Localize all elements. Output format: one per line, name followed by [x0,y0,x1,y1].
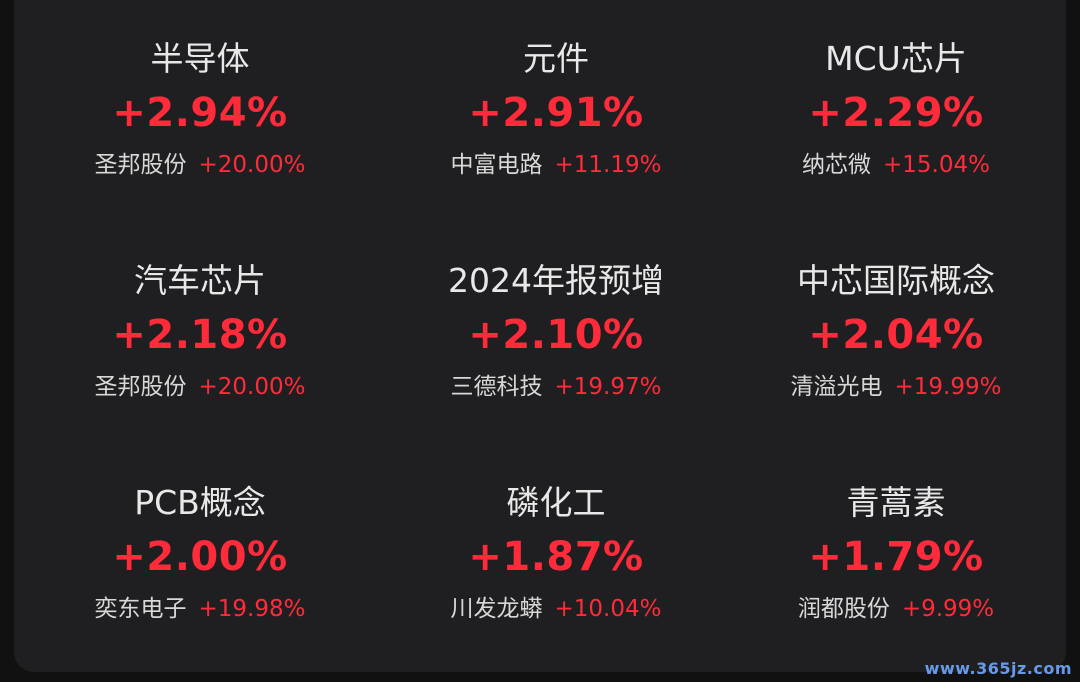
sector-change: +2.91% [468,90,644,136]
sector-change: +1.79% [808,534,984,580]
sector-name: 元件 [523,39,589,78]
lead-stock-change: +15.04% [883,152,990,178]
sector-change: +1.87% [468,534,644,580]
lead-stock: 纳芯微 +15.04% [802,150,990,180]
lead-stock-name: 圣邦股份 [94,152,187,178]
lead-stock: 润都股份 +9.99% [798,594,994,624]
sector-name: 青蒿素 [846,483,946,522]
sector-change: +2.00% [112,534,288,580]
lead-stock-change: +20.00% [198,152,306,178]
sector-card[interactable]: 汽车芯片 +2.18% 圣邦股份 +20.00% [14,222,386,444]
sector-name: 中芯国际概念 [797,261,995,300]
sector-change: +2.29% [808,90,984,136]
sector-change: +2.94% [112,90,288,136]
lead-stock: 圣邦股份 +20.00% [95,372,306,402]
sector-card[interactable]: 2024年报预增 +2.10% 三德科技 +19.97% [386,222,726,444]
lead-stock-change: +20.00% [198,374,306,400]
lead-stock-name: 圣邦股份 [94,374,187,400]
lead-stock-change: +19.98% [198,596,306,622]
lead-stock: 三德科技 +19.97% [451,372,662,402]
sector-name: 磷化工 [506,483,606,522]
sector-name: MCU芯片 [825,39,967,78]
lead-stock: 川发龙蟒 +10.04% [451,594,662,624]
sector-grid: 半导体 +2.94% 圣邦股份 +20.00% 元件 +2.91% 中富电路 +… [14,0,1066,672]
lead-stock-change: +19.99% [894,374,1002,400]
sector-card[interactable]: 半导体 +2.94% 圣邦股份 +20.00% [14,0,386,222]
lead-stock-change: +10.04% [554,596,662,622]
sector-change: +2.04% [808,312,984,358]
sector-card[interactable]: PCB概念 +2.00% 奕东电子 +19.98% [14,444,386,666]
lead-stock-name: 奕东电子 [94,596,187,622]
sector-card[interactable]: 磷化工 +1.87% 川发龙蟒 +10.04% [386,444,726,666]
sector-card[interactable]: 元件 +2.91% 中富电路 +11.19% [386,0,726,222]
sector-card[interactable]: 中芯国际概念 +2.04% 清溢光电 +19.99% [726,222,1066,444]
lead-stock-name: 润都股份 [797,596,890,622]
sector-panel: 半导体 +2.94% 圣邦股份 +20.00% 元件 +2.91% 中富电路 +… [14,0,1066,672]
lead-stock-name: 清溢光电 [790,374,883,400]
sector-card[interactable]: 青蒿素 +1.79% 润都股份 +9.99% [726,444,1066,666]
sector-name: 半导体 [150,39,250,78]
watermark: www.365jz.com [924,659,1072,678]
lead-stock-change: +19.97% [554,374,662,400]
lead-stock: 清溢光电 +19.99% [791,372,1002,402]
lead-stock: 圣邦股份 +20.00% [95,150,306,180]
sector-name: 汽车芯片 [134,261,266,300]
sector-card[interactable]: MCU芯片 +2.29% 纳芯微 +15.04% [726,0,1066,222]
lead-stock-name: 纳芯微 [802,152,871,178]
lead-stock: 中富电路 +11.19% [451,150,662,180]
lead-stock-name: 中富电路 [450,152,543,178]
sector-change: +2.18% [112,312,288,358]
sector-name: 2024年报预增 [448,261,664,300]
lead-stock-change: +11.19% [554,152,662,178]
lead-stock: 奕东电子 +19.98% [95,594,306,624]
lead-stock-name: 川发龙蟒 [450,596,543,622]
lead-stock-name: 三德科技 [450,374,543,400]
sector-name: PCB概念 [134,483,266,522]
sector-change: +2.10% [468,312,644,358]
lead-stock-change: +9.99% [901,596,995,622]
